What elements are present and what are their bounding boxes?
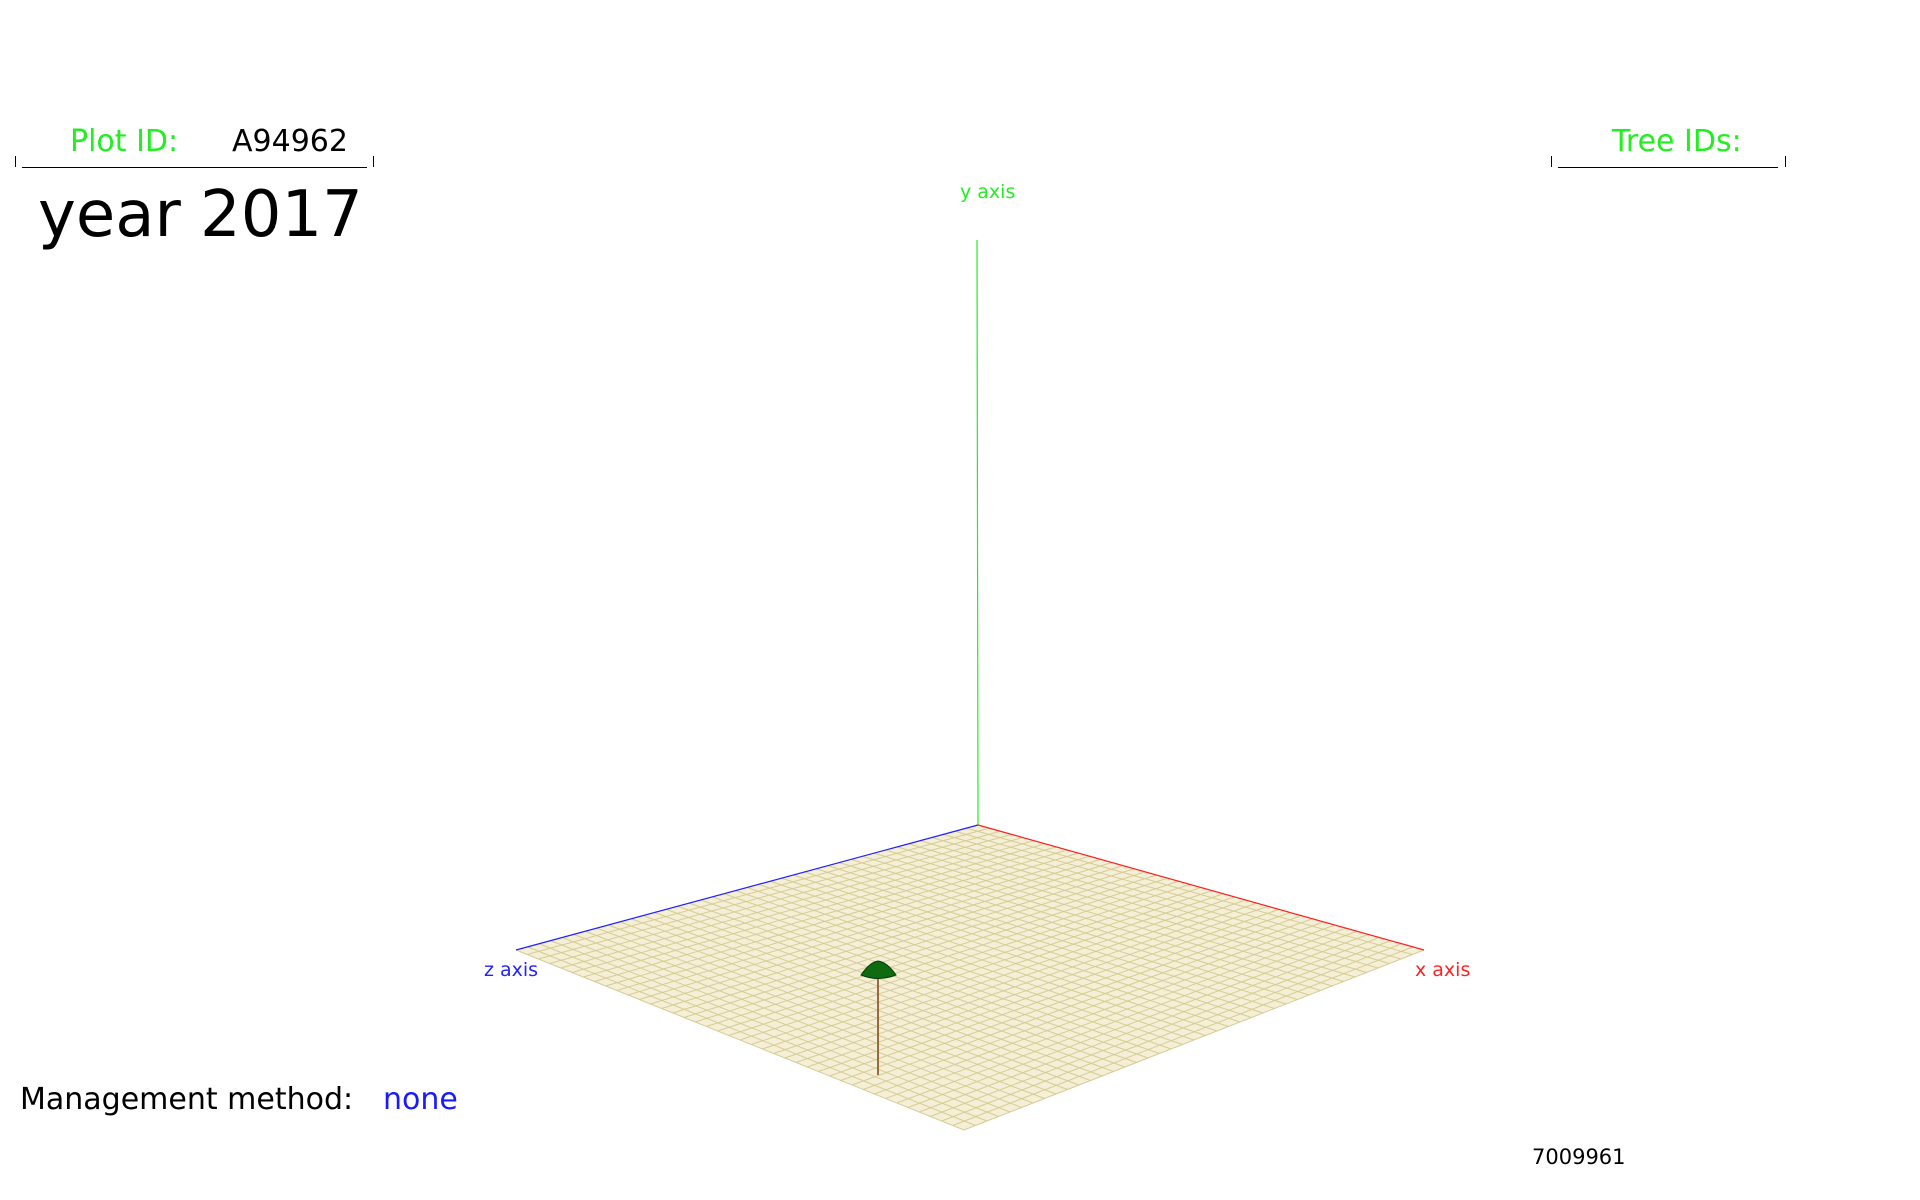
tree-ids-field-left-tick xyxy=(1551,156,1552,167)
seed-number: 7009961 xyxy=(1532,1145,1626,1169)
x-axis-label: x axis xyxy=(1415,959,1470,981)
management-method-value[interactable]: none xyxy=(383,1082,458,1117)
plot-id-label: Plot ID: xyxy=(70,124,178,159)
y-axis-line xyxy=(977,240,978,825)
tree-ids-label: Tree IDs: xyxy=(1612,124,1742,159)
y-axis-label: y axis xyxy=(960,181,1015,203)
z-axis-label: z axis xyxy=(484,959,538,981)
plot-id-value[interactable]: A94962 xyxy=(232,124,348,159)
plot-id-field-underline xyxy=(22,167,367,168)
year-label: year xyxy=(38,178,181,252)
year-value: 2017 xyxy=(200,178,363,252)
management-method-label: Management method: xyxy=(20,1082,353,1117)
tree-ids-field-right-tick xyxy=(1785,156,1786,167)
plot-id-field-right-tick xyxy=(373,156,374,167)
plot-id-field-left-tick xyxy=(15,156,16,167)
tree-ids-field-underline[interactable] xyxy=(1558,167,1778,168)
